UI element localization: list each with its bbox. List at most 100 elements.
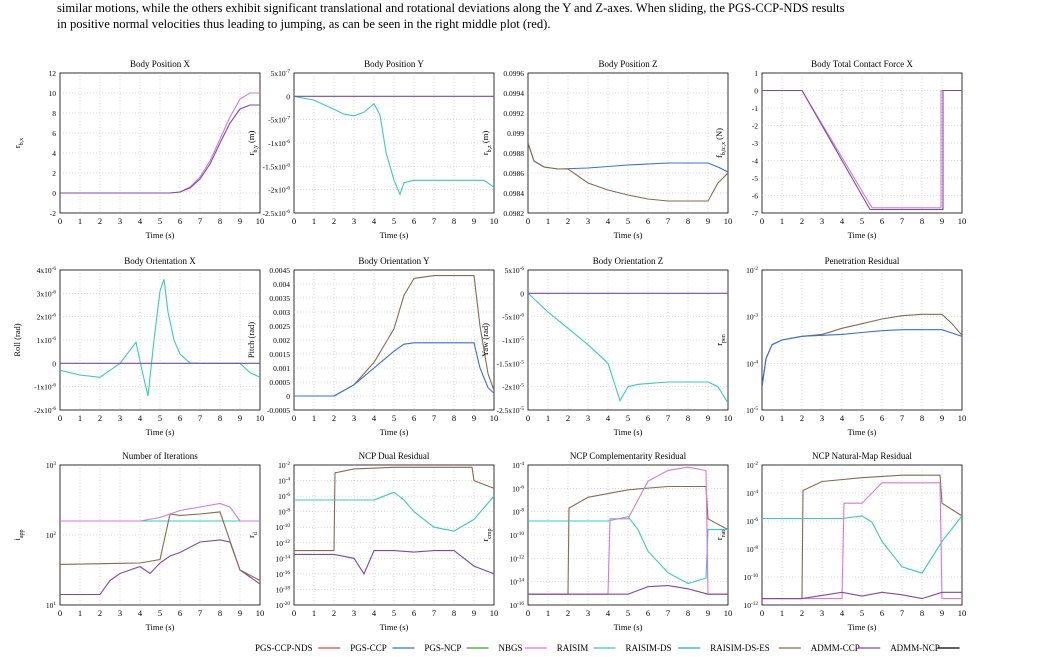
x-tick-label: 5 (860, 413, 864, 423)
x-tick-label: 5 (158, 608, 162, 618)
y-axis-label: Pitch (rad) (246, 322, 256, 358)
series-group (528, 466, 728, 595)
y-tick-label: -4 (752, 157, 758, 166)
x-tick-label: 6 (412, 608, 416, 618)
subplot-title: Body Position Y (364, 59, 424, 69)
y-tick-label: 10-2 (278, 461, 290, 470)
y-tick-label: 10-4 (746, 489, 758, 498)
series-line-raisim-ds (528, 292, 728, 404)
series-group (528, 292, 728, 404)
x-tick-label: 0 (760, 413, 764, 423)
x-tick-label: 1 (312, 216, 316, 226)
y-tick-label: -7 (752, 209, 758, 218)
x-axis-label: Time (s) (380, 622, 409, 632)
y-tick-label: 10-18 (276, 585, 291, 594)
y-tick-label: -3 (752, 139, 758, 148)
x-tick-label: 7 (432, 608, 436, 618)
x-tick-label: 1 (546, 608, 550, 618)
subplot-title: Penetration Residual (825, 256, 900, 266)
y-tick-label: 10-10 (276, 523, 291, 532)
subplot-title: Body Orientation Z (593, 256, 664, 266)
x-tick-label: 7 (432, 216, 436, 226)
x-tick-label: 5 (860, 608, 864, 618)
y-tick-label: 0.0982 (503, 209, 524, 218)
x-tick-label: 8 (686, 216, 690, 226)
subplot-title: NCP Natural-Map Residual (812, 451, 912, 461)
x-tick-label: 8 (452, 413, 456, 423)
x-tick-label: 4 (840, 413, 845, 423)
x-axis-label: Time (s) (848, 427, 877, 437)
y-tick-label: 10-2 (746, 266, 758, 275)
y-tick-label: 0.003 (273, 308, 290, 317)
y-tick-label: -1x10-6 (34, 383, 56, 392)
x-axis-label: Time (s) (146, 427, 175, 437)
series-line-raisim-ds-es (528, 485, 728, 595)
series-line-pgs-ncp (762, 591, 962, 600)
x-tick-label: 10 (958, 413, 967, 423)
y-tick-label: -2 (50, 209, 56, 218)
series-line-raisim-ds (294, 95, 494, 196)
x-tick-label: 4 (372, 608, 377, 618)
subplot-12: NCP Natural-Map Residual 0 1 2 3 4 5 6 7 8 9 10 Time… (714, 451, 966, 632)
legend-entry-label: PGS-CCP (350, 643, 387, 653)
series-line-pgs-ccp (60, 104, 260, 194)
x-tick-label: 1 (312, 608, 316, 618)
x-tick-label: 0 (526, 216, 530, 226)
x-tick-label: 7 (900, 216, 904, 226)
x-tick-label: 3 (586, 413, 590, 423)
y-tick-label: 6 (52, 129, 56, 138)
x-tick-label: 6 (412, 413, 416, 423)
x-tick-label: 7 (666, 413, 670, 423)
subplot-title: NCP Dual Residual (359, 451, 430, 461)
x-tick-label: 5 (626, 608, 630, 618)
x-tick-label: 0 (292, 413, 296, 423)
series-line-raisim-ds (762, 515, 962, 574)
x-tick-label: 6 (646, 413, 650, 423)
x-tick-label: 10 (490, 608, 499, 618)
subplot-title: Number of Iterations (122, 451, 198, 461)
x-tick-label: 0 (526, 608, 530, 618)
y-tick-label: -1.5x10-5 (497, 359, 525, 368)
x-tick-label: 9 (238, 608, 242, 618)
y-tick-label: 2 (52, 169, 56, 178)
x-tick-label: 10 (256, 216, 265, 226)
y-tick-label: 4x10-6 (37, 266, 57, 275)
x-tick-label: 4 (840, 216, 845, 226)
x-tick-label: 6 (646, 216, 650, 226)
subplot-10: NCP Dual Residual 0 1 2 3 4 5 6 7 8 9 10 Time (s) 10-… (246, 451, 498, 632)
y-tick-label: 10-6 (512, 484, 524, 493)
y-tick-label: 10-4 (746, 359, 758, 368)
series-group (60, 502, 260, 596)
x-tick-label: 7 (666, 608, 670, 618)
series-line-pgs-ccp (294, 342, 494, 397)
x-tick-label: 2 (332, 216, 336, 226)
x-tick-label: 9 (940, 413, 944, 423)
y-tick-label: 10-14 (276, 554, 291, 563)
y-tick-label: 101 (46, 601, 57, 610)
x-tick-label: 5 (158, 216, 162, 226)
x-tick-label: 5 (392, 608, 396, 618)
series-group (294, 466, 494, 576)
x-tick-label: 7 (432, 413, 436, 423)
y-tick-label: 0 (52, 359, 56, 368)
y-tick-label: -2 (752, 122, 758, 131)
subplot-title: Body Orientation Y (358, 256, 430, 266)
x-tick-label: 8 (920, 216, 924, 226)
x-tick-label: 1 (78, 413, 82, 423)
series-line-nbgs (528, 466, 728, 595)
series-group (762, 474, 962, 600)
x-tick-label: 10 (724, 413, 733, 423)
x-tick-label: 4 (372, 413, 377, 423)
subplot-5: Body Orientation X 0 1 2 3 4 5 6 7 8 9 10 Time (s) -2… (12, 256, 264, 437)
x-tick-label: 3 (820, 216, 824, 226)
y-tick-label: 0.0015 (269, 350, 290, 359)
y-axis-label: rpen (714, 334, 727, 345)
subplot-title: Body Orientation X (124, 256, 196, 266)
x-tick-label: 0 (292, 216, 296, 226)
y-tick-label: -2.5x10-6 (263, 209, 291, 218)
y-tick-label: 103 (46, 461, 57, 470)
y-tick-label: -1x10-6 (268, 139, 290, 148)
y-tick-label: 3x10-6 (37, 289, 57, 298)
x-tick-label: 9 (472, 608, 476, 618)
y-tick-label: 102 (46, 531, 57, 540)
